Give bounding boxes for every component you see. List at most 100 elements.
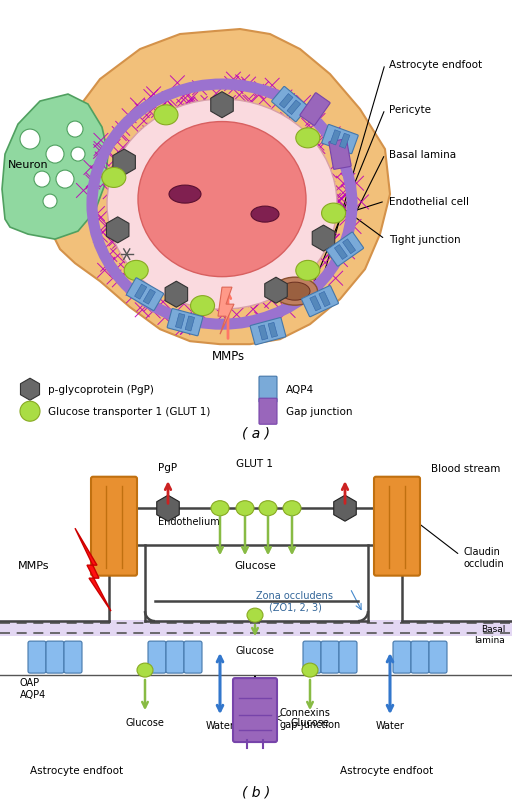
- Text: Tight junction: Tight junction: [389, 234, 461, 245]
- Ellipse shape: [322, 204, 346, 224]
- Circle shape: [71, 148, 85, 162]
- Text: ( b ): ( b ): [242, 784, 270, 798]
- FancyBboxPatch shape: [259, 377, 277, 403]
- Ellipse shape: [280, 283, 310, 301]
- Bar: [143, 290, 156, 305]
- FancyBboxPatch shape: [250, 318, 286, 345]
- Text: Water: Water: [376, 720, 404, 730]
- Circle shape: [20, 402, 40, 422]
- Text: Gap junction: Gap junction: [286, 406, 352, 417]
- Ellipse shape: [211, 501, 229, 516]
- Ellipse shape: [236, 501, 254, 516]
- FancyBboxPatch shape: [259, 399, 277, 425]
- Text: ( a ): ( a ): [242, 426, 270, 440]
- Text: Basal
lamina: Basal lamina: [474, 625, 505, 644]
- Text: GLUT 1: GLUT 1: [237, 459, 273, 469]
- FancyBboxPatch shape: [64, 642, 82, 673]
- FancyBboxPatch shape: [393, 642, 411, 673]
- Text: Glucose transporter 1 (GLUT 1): Glucose transporter 1 (GLUT 1): [48, 406, 210, 417]
- Bar: [176, 314, 185, 329]
- FancyBboxPatch shape: [374, 477, 420, 576]
- Text: Basal lamina: Basal lamina: [389, 150, 456, 160]
- Bar: [339, 134, 350, 149]
- Ellipse shape: [251, 207, 279, 223]
- Bar: [334, 245, 347, 260]
- Bar: [0, 621, 512, 636]
- Bar: [319, 292, 330, 308]
- Polygon shape: [75, 528, 111, 611]
- FancyBboxPatch shape: [126, 279, 163, 311]
- FancyBboxPatch shape: [184, 642, 202, 673]
- Bar: [343, 239, 355, 255]
- FancyBboxPatch shape: [300, 94, 330, 126]
- Circle shape: [34, 172, 50, 188]
- Polygon shape: [2, 95, 108, 240]
- Circle shape: [20, 130, 40, 150]
- FancyBboxPatch shape: [429, 642, 447, 673]
- Bar: [287, 101, 301, 116]
- Ellipse shape: [302, 663, 318, 677]
- FancyBboxPatch shape: [302, 286, 338, 317]
- Text: Astrocyte endfoot: Astrocyte endfoot: [389, 60, 482, 70]
- Ellipse shape: [102, 168, 126, 188]
- Bar: [185, 316, 195, 332]
- Text: MMPs: MMPs: [211, 350, 245, 363]
- Text: Endothelium: Endothelium: [158, 516, 220, 527]
- Text: Astrocyte endfoot: Astrocyte endfoot: [340, 765, 433, 775]
- FancyBboxPatch shape: [329, 140, 351, 170]
- Ellipse shape: [124, 261, 148, 281]
- Text: Pericyte: Pericyte: [389, 105, 431, 115]
- Text: Zona occludens
(ZO1, 2, 3): Zona occludens (ZO1, 2, 3): [257, 590, 333, 612]
- Text: AQP4: AQP4: [286, 385, 314, 395]
- Text: Glucose: Glucose: [234, 560, 276, 570]
- Bar: [268, 323, 278, 338]
- Bar: [135, 285, 147, 300]
- FancyBboxPatch shape: [91, 477, 137, 576]
- Bar: [280, 95, 293, 109]
- FancyBboxPatch shape: [233, 679, 277, 742]
- FancyBboxPatch shape: [322, 125, 358, 154]
- Text: Endothelial cell: Endothelial cell: [389, 197, 469, 207]
- Ellipse shape: [283, 501, 301, 516]
- Text: Water: Water: [205, 720, 234, 730]
- Ellipse shape: [107, 100, 337, 310]
- Text: Glucose: Glucose: [291, 717, 329, 728]
- Circle shape: [56, 171, 74, 189]
- Text: Claudin
occludin: Claudin occludin: [463, 547, 504, 569]
- Ellipse shape: [138, 122, 306, 277]
- Circle shape: [43, 195, 57, 209]
- Text: Neuron: Neuron: [8, 160, 49, 170]
- Ellipse shape: [272, 278, 317, 306]
- Ellipse shape: [296, 128, 320, 149]
- Ellipse shape: [154, 106, 178, 126]
- Ellipse shape: [247, 609, 263, 622]
- Ellipse shape: [259, 501, 277, 516]
- Polygon shape: [218, 287, 234, 335]
- FancyBboxPatch shape: [166, 642, 184, 673]
- Polygon shape: [40, 30, 390, 344]
- FancyBboxPatch shape: [303, 642, 321, 673]
- Circle shape: [67, 122, 83, 138]
- FancyBboxPatch shape: [321, 642, 339, 673]
- Text: Blood stream: Blood stream: [431, 463, 500, 474]
- FancyBboxPatch shape: [28, 642, 46, 673]
- Ellipse shape: [137, 663, 153, 677]
- Text: PgP: PgP: [158, 463, 178, 473]
- Circle shape: [46, 146, 64, 164]
- Text: Astrocyte endfoot: Astrocyte endfoot: [30, 765, 123, 775]
- Text: Glucose: Glucose: [236, 646, 274, 655]
- FancyBboxPatch shape: [148, 642, 166, 673]
- Text: p-glycoprotein (PgP): p-glycoprotein (PgP): [48, 385, 154, 395]
- Ellipse shape: [296, 261, 320, 281]
- Bar: [330, 131, 340, 146]
- FancyBboxPatch shape: [411, 642, 429, 673]
- Bar: [259, 325, 268, 340]
- FancyBboxPatch shape: [327, 233, 364, 267]
- Text: OAP
AQP4: OAP AQP4: [20, 677, 46, 699]
- FancyBboxPatch shape: [339, 642, 357, 673]
- Bar: [310, 296, 321, 312]
- Ellipse shape: [169, 185, 201, 204]
- Text: MMPs: MMPs: [18, 560, 50, 570]
- FancyBboxPatch shape: [272, 88, 308, 123]
- Text: Glucose: Glucose: [125, 717, 164, 728]
